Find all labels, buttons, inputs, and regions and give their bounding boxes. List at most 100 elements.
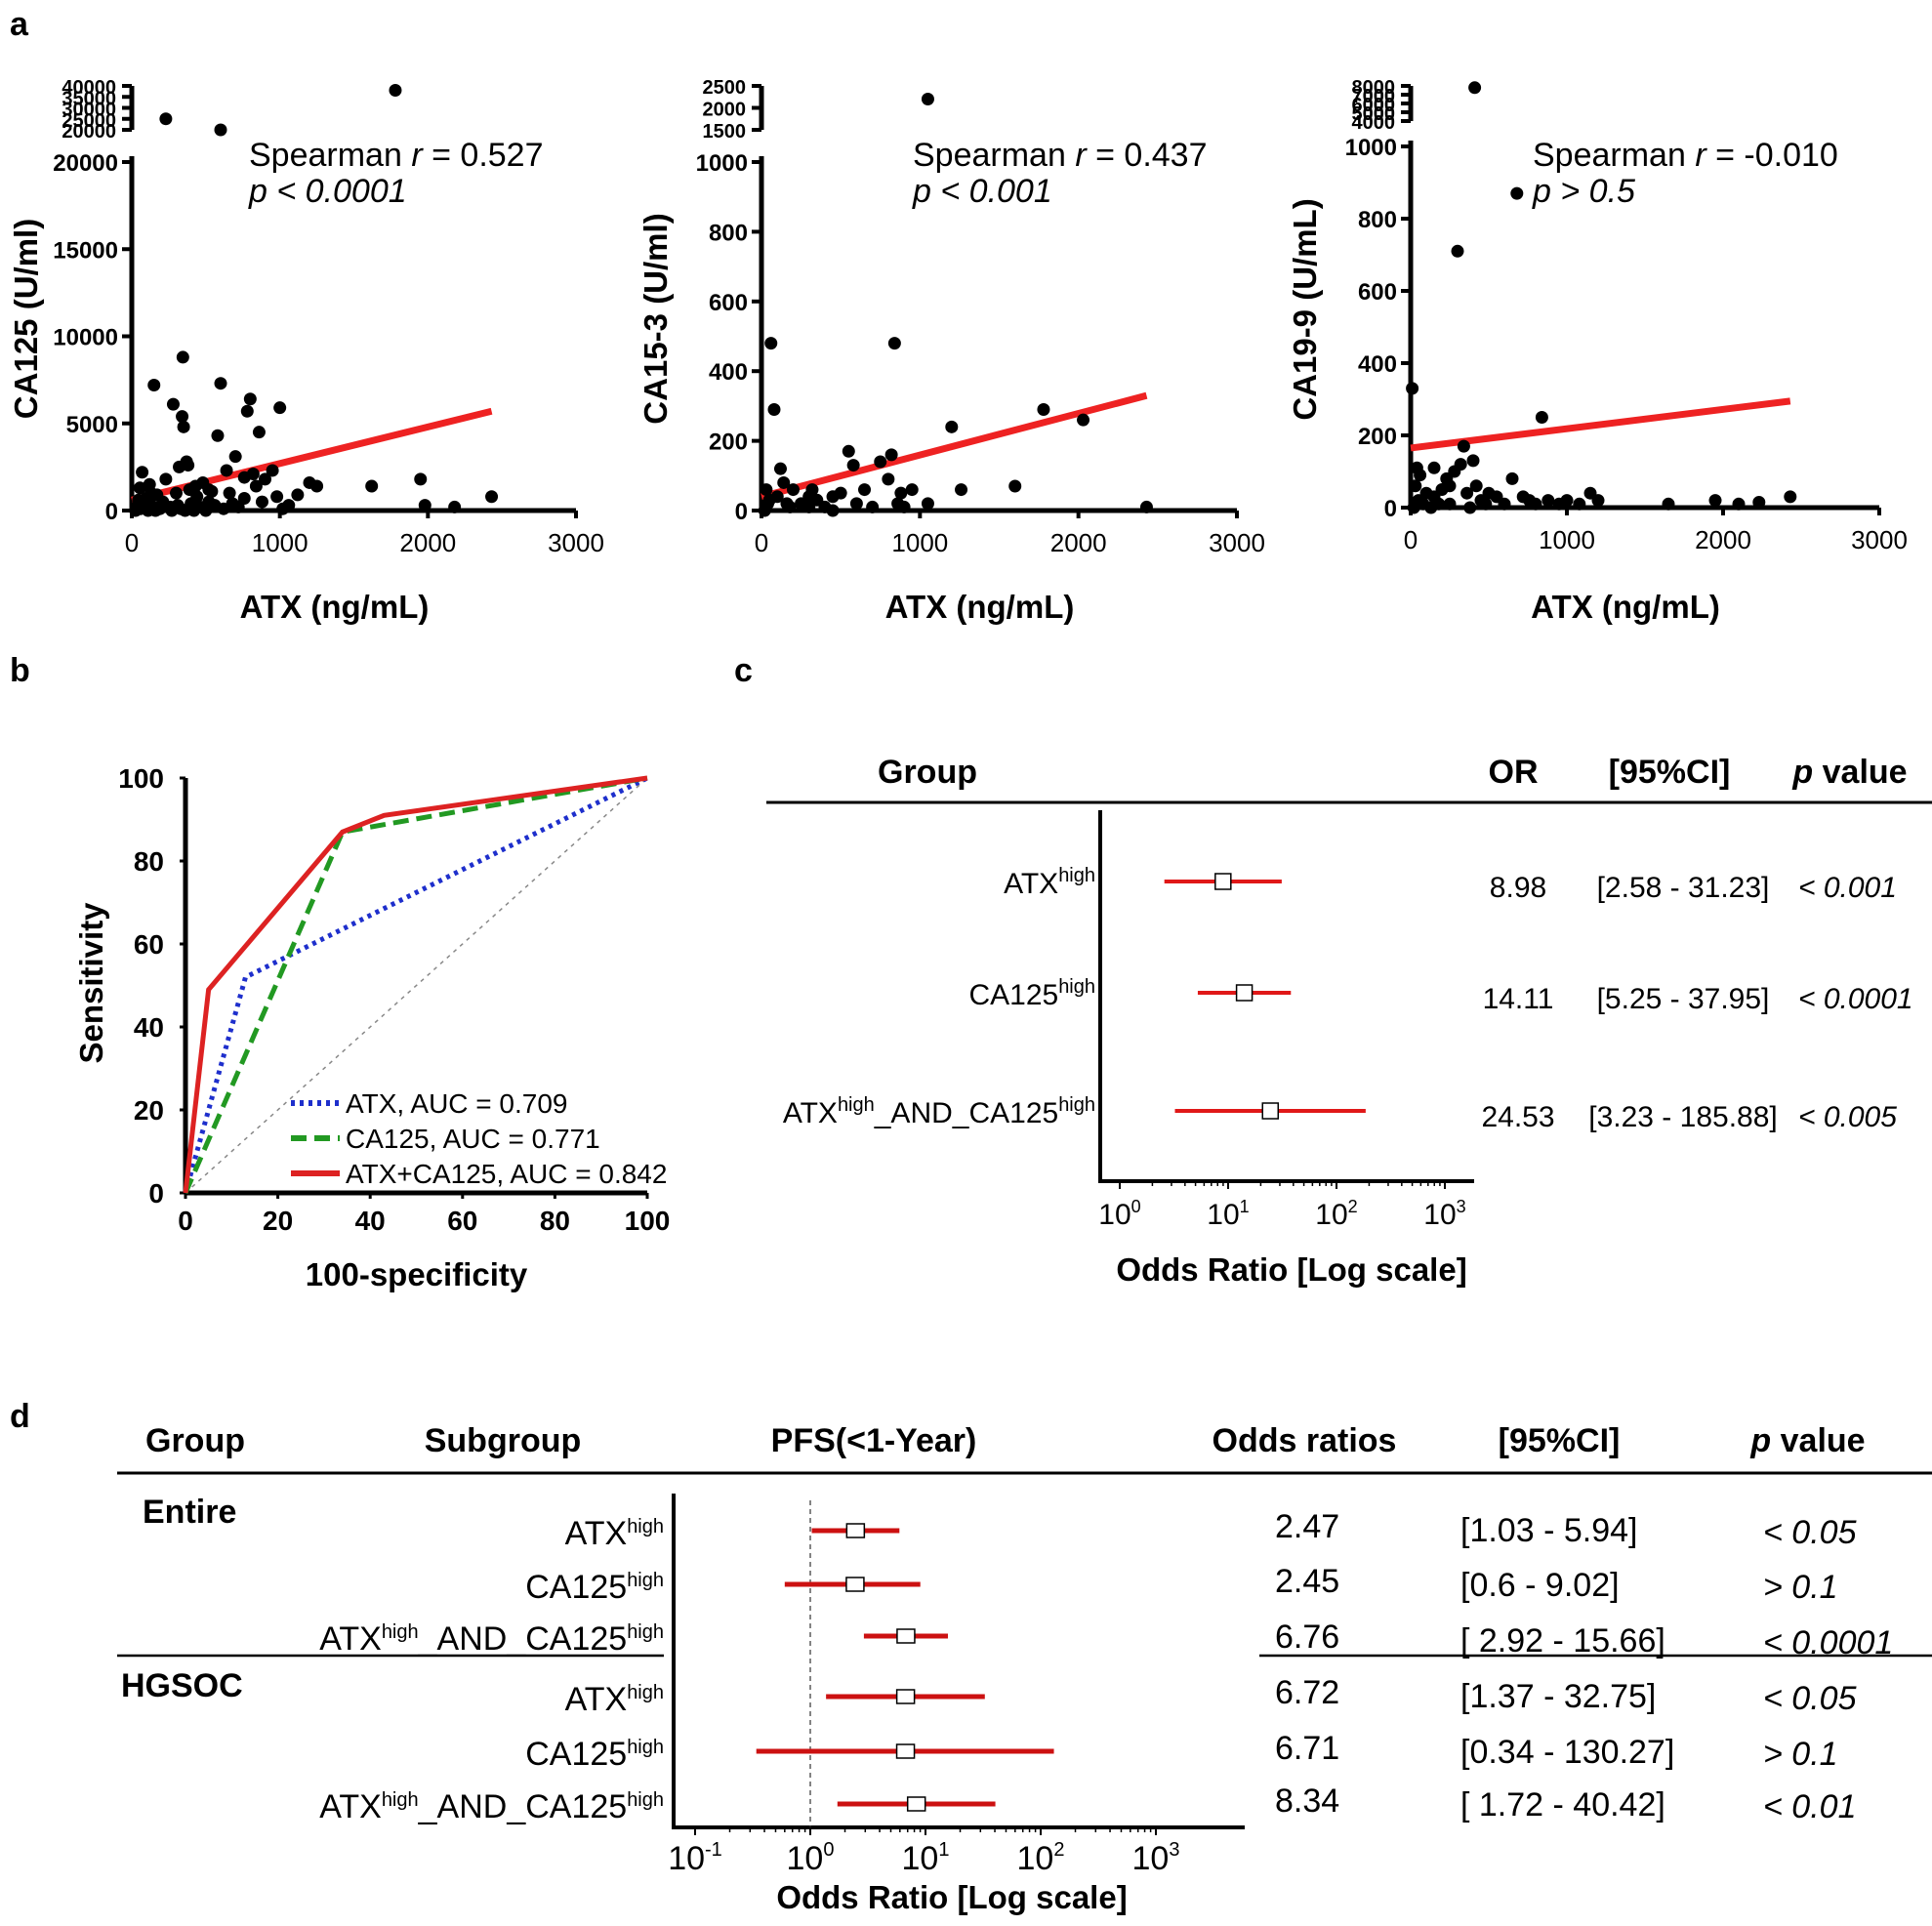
break-tick-label: 8000 bbox=[1352, 77, 1396, 99]
data-point bbox=[170, 486, 183, 500]
label-text: _AND_CA125 bbox=[418, 1788, 628, 1825]
break-tick-label: 7000 bbox=[1352, 86, 1396, 107]
tick-exponent: 3 bbox=[1169, 1839, 1179, 1861]
annotation-prefix: Spearman bbox=[249, 137, 411, 174]
data-point bbox=[1432, 497, 1446, 511]
label-text: _AND_CA125 bbox=[418, 1620, 628, 1658]
y-tick-label: 200 bbox=[1358, 424, 1397, 450]
tick-base: 10 bbox=[668, 1840, 705, 1877]
p-value: < 0.05 bbox=[1763, 1514, 1857, 1551]
data-point bbox=[177, 420, 190, 433]
label-superscript: high bbox=[627, 1789, 664, 1811]
tick-base: 10 bbox=[1098, 1199, 1130, 1231]
data-point bbox=[1443, 479, 1457, 493]
tick-base: 10 bbox=[1207, 1199, 1239, 1231]
tick-exponent: 0 bbox=[1131, 1197, 1141, 1216]
data-point bbox=[1708, 494, 1722, 508]
break-tick-label: 20000 bbox=[62, 121, 116, 143]
x-tick-label: 101 bbox=[902, 1839, 950, 1877]
tick-base: 10 bbox=[1017, 1840, 1054, 1877]
x-tick-label: 1000 bbox=[252, 528, 308, 557]
x-tick-label: 0 bbox=[1404, 525, 1418, 554]
tick-exponent: 3 bbox=[1457, 1197, 1466, 1216]
p-value: > 0.1 bbox=[1763, 1736, 1838, 1773]
break-tick-label: 1500 bbox=[703, 121, 747, 143]
tick-exponent: 2 bbox=[1348, 1197, 1358, 1216]
y-tick-label: 1000 bbox=[696, 150, 748, 177]
y-axis-title: CA125 (U/ml) bbox=[8, 219, 44, 419]
ci-value: [2.58 - 31.23] bbox=[1597, 872, 1770, 904]
header-or: OR bbox=[1489, 754, 1539, 791]
break-tick-label: 2000 bbox=[703, 100, 747, 121]
data-point bbox=[905, 483, 919, 497]
x-tick-label: 100 bbox=[787, 1839, 835, 1877]
label-superscript: high bbox=[627, 1621, 664, 1643]
data-point-break bbox=[389, 84, 402, 97]
data-point bbox=[485, 490, 499, 504]
y-axis-title: Sensitivity bbox=[73, 902, 109, 1064]
spearman-annotation: Spearman r = 0.527 bbox=[249, 137, 544, 174]
data-point bbox=[1460, 486, 1474, 500]
header-ci: [95%CI] bbox=[1609, 754, 1731, 791]
data-point bbox=[310, 479, 324, 493]
label-text: ATX bbox=[319, 1620, 382, 1658]
data-point bbox=[266, 464, 279, 477]
y-tick-label: 800 bbox=[709, 220, 748, 246]
p-value: < 0.001 bbox=[1798, 872, 1897, 904]
spearman-annotation: Spearman r = -0.010 bbox=[1533, 137, 1838, 174]
x-tick-label: 103 bbox=[1423, 1197, 1465, 1231]
data-point bbox=[243, 392, 257, 406]
p-value: < 0.0001 bbox=[1798, 983, 1913, 1015]
data-point bbox=[1662, 497, 1675, 511]
or-value: 2.45 bbox=[1275, 1563, 1339, 1600]
ci-value: [3.23 - 185.88] bbox=[1588, 1101, 1777, 1133]
data-point bbox=[1451, 244, 1464, 258]
y-tick-label: 0 bbox=[735, 499, 748, 525]
data-point bbox=[1414, 469, 1427, 482]
y-tick-label: 5000 bbox=[66, 412, 118, 438]
data-point-break bbox=[1468, 81, 1482, 95]
data-point bbox=[133, 481, 146, 495]
group-label-hgsoc: HGSOC bbox=[121, 1667, 243, 1704]
data-point bbox=[866, 500, 880, 513]
y-tick-label: 600 bbox=[1358, 279, 1397, 306]
or-value: 2.47 bbox=[1275, 1508, 1339, 1545]
annotation-value: = -0.010 bbox=[1706, 137, 1838, 174]
panel-label-d: d bbox=[10, 1398, 30, 1435]
row-label: ATXhigh_AND_CA125high bbox=[319, 1620, 664, 1658]
or-marker bbox=[895, 1689, 916, 1704]
y-tick-label: 1000 bbox=[1345, 135, 1397, 161]
x-axis-title: 100-specificity bbox=[306, 1256, 528, 1292]
data-point bbox=[764, 337, 778, 350]
label-text: ATX bbox=[1004, 868, 1058, 900]
data-point bbox=[291, 488, 305, 502]
data-point bbox=[945, 420, 959, 433]
y-tick-label: 0 bbox=[148, 1178, 164, 1209]
or-marker bbox=[1261, 1102, 1280, 1120]
x-tick-label: 3000 bbox=[1851, 525, 1908, 554]
y-tick-label: 0 bbox=[1384, 496, 1397, 522]
data-point bbox=[246, 468, 260, 481]
data-point bbox=[1529, 497, 1542, 511]
data-point bbox=[773, 462, 787, 475]
data-point bbox=[882, 472, 895, 486]
row-label: CA125high bbox=[525, 1569, 664, 1606]
data-point bbox=[802, 490, 816, 504]
data-point-break bbox=[921, 93, 934, 105]
header-p-value: p value bbox=[1791, 754, 1907, 791]
data-point bbox=[1409, 479, 1422, 493]
p-value: > 0.1 bbox=[1763, 1569, 1838, 1606]
scatter-chart-ca125: 0 1000 2000 3000050001000015000200004000035… bbox=[8, 77, 604, 625]
tick-base: 10 bbox=[902, 1840, 939, 1877]
label-text: ATX bbox=[319, 1788, 382, 1825]
x-tick-label: 0 bbox=[755, 528, 768, 557]
or-marker bbox=[1214, 873, 1232, 890]
scatter-chart-ca15-3: 0 1000 2000 3000020040060080010002500200015… bbox=[637, 77, 1265, 625]
or-value: 6.71 bbox=[1275, 1730, 1339, 1767]
data-point bbox=[1752, 495, 1766, 509]
data-point bbox=[1591, 494, 1605, 508]
data-point bbox=[1573, 497, 1586, 511]
data-point bbox=[147, 378, 161, 391]
x-tick-label: 0 bbox=[178, 1206, 193, 1236]
